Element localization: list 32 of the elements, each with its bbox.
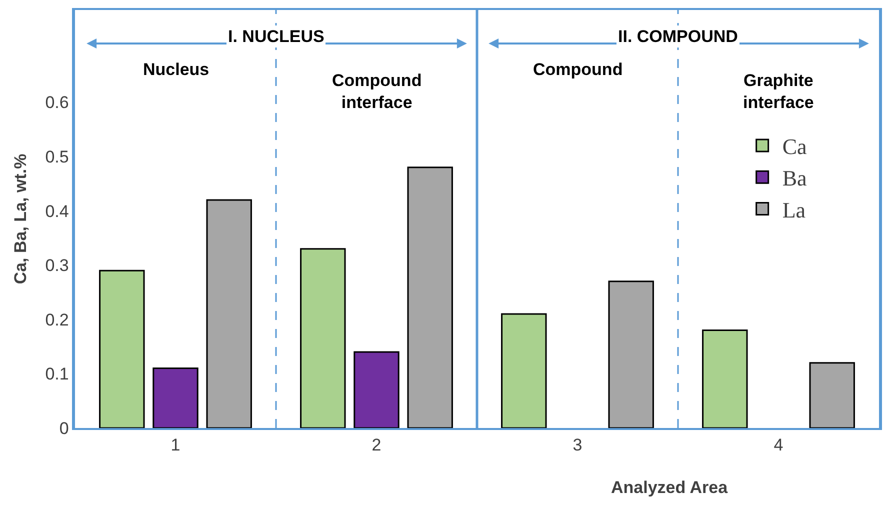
y-tick-label: 0 — [59, 418, 69, 438]
bar — [354, 351, 400, 428]
x-tick-label: 4 — [774, 435, 784, 454]
bar — [407, 166, 453, 428]
y-axis-title: Ca, Ba, La, wt.% — [10, 154, 30, 284]
bar — [702, 330, 748, 428]
bar — [206, 199, 252, 428]
annotation: II. COMPOUND — [618, 27, 738, 46]
y-tick-label: 0.1 — [45, 364, 69, 384]
x-tick-label: 3 — [572, 435, 582, 454]
y-tick-label: 0.5 — [45, 148, 69, 167]
y-tick-label: 0.4 — [45, 202, 69, 221]
y-tick-label: 0.2 — [45, 310, 69, 330]
annotation: Nucleus — [143, 60, 210, 79]
bar — [300, 248, 346, 428]
y-tick-label: 0.6 — [45, 93, 69, 112]
bar — [608, 280, 654, 428]
legend-label: Ba — [782, 166, 807, 191]
x-tick-label: 2 — [372, 435, 382, 454]
bar — [99, 270, 145, 428]
bar — [152, 368, 198, 428]
x-axis-title: Analyzed Area — [611, 478, 728, 497]
x-tick-label: 1 — [170, 435, 180, 454]
annotation: Compound — [533, 60, 623, 79]
bar — [501, 313, 547, 428]
annotation: Graphite interface — [743, 71, 814, 112]
legend-label: Ca — [782, 134, 807, 160]
bar — [809, 362, 855, 428]
y-tick-label: 0.3 — [45, 256, 69, 276]
annotation: I. NUCLEUS — [228, 27, 324, 46]
annotation: Compound interface — [332, 71, 422, 112]
legend-label: La — [782, 197, 806, 222]
